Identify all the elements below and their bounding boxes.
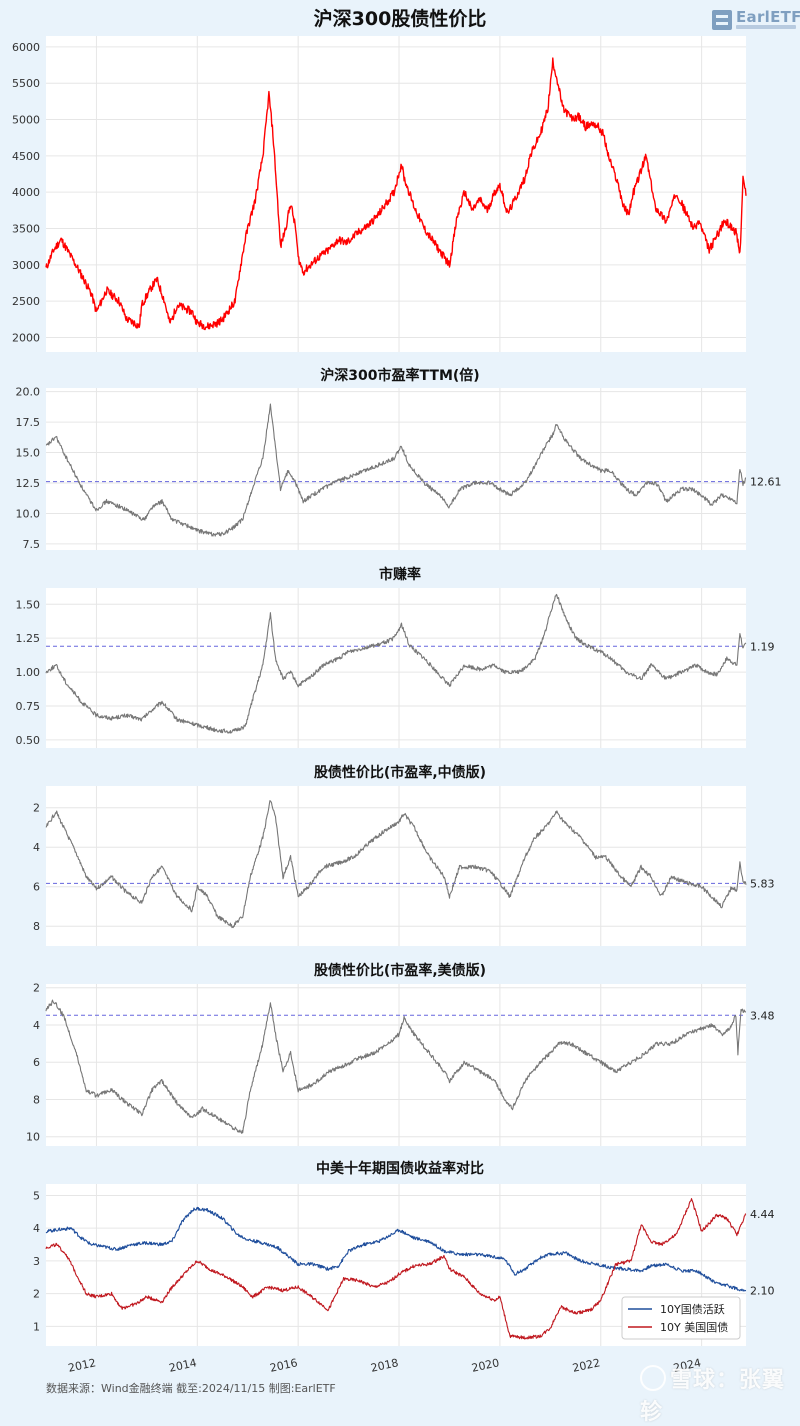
y-tick-label: 10: [26, 1131, 40, 1144]
x-tick-label: 2024: [672, 1356, 702, 1375]
y-tick-label: 1: [33, 1320, 40, 1333]
plot-area: [46, 984, 746, 1146]
legend: 10Y国债活跃 10Y 美国国债: [621, 1296, 741, 1340]
source-note: 数据来源：Wind金融终端 截至:2024/11/15 制图:EarlETF: [46, 1382, 336, 1395]
y-tick-label: 20.0: [16, 386, 41, 399]
y-tick-label: 6: [33, 881, 40, 894]
y-tick-label: 3: [33, 1255, 40, 1268]
y-tick-label: 1.00: [16, 666, 41, 679]
y-tick-label: 15.0: [16, 447, 41, 460]
y-tick-label: 10.0: [16, 507, 41, 520]
chart-pe: 7.5 10.0 12.5 15.0 17.5 20.0 沪深300市盈率TTM(倍) 12.…: [16, 367, 782, 551]
y-tick-label: 8: [33, 920, 40, 933]
mean-label: 1.19: [750, 640, 775, 653]
y-tick-label: 2: [33, 1288, 40, 1301]
end-value-label: 4.44: [750, 1208, 775, 1221]
y-tick-label: 12.5: [16, 477, 41, 490]
y-tick-label: 17.5: [16, 416, 41, 429]
legend-box: [621, 1296, 741, 1340]
series-line: [45, 593, 747, 734]
y-tick-label: 2: [33, 802, 40, 815]
chart-yields: 1 2 3 4 5 中美十年期国债收益率对比 4.44 2.10 2012 2014 2016 201…: [33, 1160, 775, 1375]
plot-area: [46, 786, 746, 946]
series-line: [45, 403, 746, 537]
y-tick-label: 2: [33, 982, 40, 995]
chart-erp_cn: 2 4 6 8 股债性价比(市盈率,中债版) 5.83: [33, 764, 775, 946]
y-tick-label: 3000: [12, 259, 40, 272]
series-line: [45, 57, 747, 331]
series-line: [45, 1198, 747, 1340]
x-tick-label: 2018: [370, 1356, 400, 1375]
plot-area: [46, 588, 746, 748]
logo-icon: [712, 10, 732, 30]
legend-label: 10Y国债活跃: [660, 1302, 725, 1316]
logo-subtitle-bar: [736, 25, 796, 29]
chart-erp_us: 2 4 6 8 10 股债性价比(市盈率,美债版) 3.48: [26, 962, 775, 1146]
y-tick-label: 2500: [12, 295, 40, 308]
mean-label: 5.83: [750, 877, 775, 890]
chart-earnings_yield_ratio: 0.50 0.75 1.00 1.25 1.50 市赚率 1.19: [16, 566, 775, 748]
logo-text: EarlETF: [736, 8, 800, 26]
earletf-logo: EarlETF: [712, 8, 800, 32]
series-line: [45, 1206, 747, 1292]
y-tick-label: 6: [33, 1056, 40, 1069]
y-tick-label: 4: [33, 1222, 40, 1235]
xueqiu-watermark: 雪球：张翼轸: [640, 1362, 800, 1426]
chart-title: 股债性价比(市盈率,中债版): [314, 764, 486, 781]
chart-title: 中美十年期国债收益率对比: [316, 1160, 484, 1177]
y-tick-label: 1.50: [16, 598, 41, 611]
plot-area: [46, 388, 746, 550]
chart-title: 市赚率: [379, 566, 421, 583]
y-tick-label: 3500: [12, 223, 40, 236]
x-tick-label: 2020: [470, 1356, 500, 1375]
xueqiu-icon: [640, 1365, 666, 1391]
y-tick-label: 4000: [12, 186, 40, 199]
page-title: 沪深300股债性价比: [313, 8, 487, 30]
x-tick-label: 2016: [269, 1356, 299, 1375]
y-tick-label: 0.50: [16, 734, 41, 747]
chart-title: 股债性价比(市盈率,美债版): [314, 962, 486, 979]
y-tick-label: 7.5: [23, 538, 41, 551]
x-tick-label: 2012: [67, 1356, 97, 1375]
y-tick-label: 6000: [12, 41, 40, 54]
y-tick-label: 1.25: [16, 632, 41, 645]
x-tick-label: 2014: [168, 1356, 198, 1375]
series-line: [45, 999, 746, 1134]
y-tick-label: 5: [33, 1189, 40, 1202]
y-tick-label: 5500: [12, 77, 40, 90]
y-tick-label: 4: [33, 1019, 40, 1032]
x-tick-label: 2022: [571, 1356, 601, 1375]
y-tick-label: 5000: [12, 114, 40, 127]
mean-label: 3.48: [750, 1009, 775, 1022]
chart-hs300: 2000 2500 3000 3500 4000 4500 5000 5500 6000: [12, 36, 747, 352]
y-tick-label: 4500: [12, 150, 40, 163]
end-value-label: 2.10: [750, 1284, 775, 1297]
legend-label: 10Y 美国国债: [660, 1320, 728, 1334]
y-tick-label: 2000: [12, 331, 40, 344]
y-tick-label: 8: [33, 1093, 40, 1106]
y-tick-label: 0.75: [16, 700, 41, 713]
mean-label: 12.61: [750, 476, 782, 489]
series-line: [45, 800, 747, 929]
y-tick-label: 4: [33, 841, 40, 854]
chart-title: 沪深300市盈率TTM(倍): [320, 367, 479, 384]
